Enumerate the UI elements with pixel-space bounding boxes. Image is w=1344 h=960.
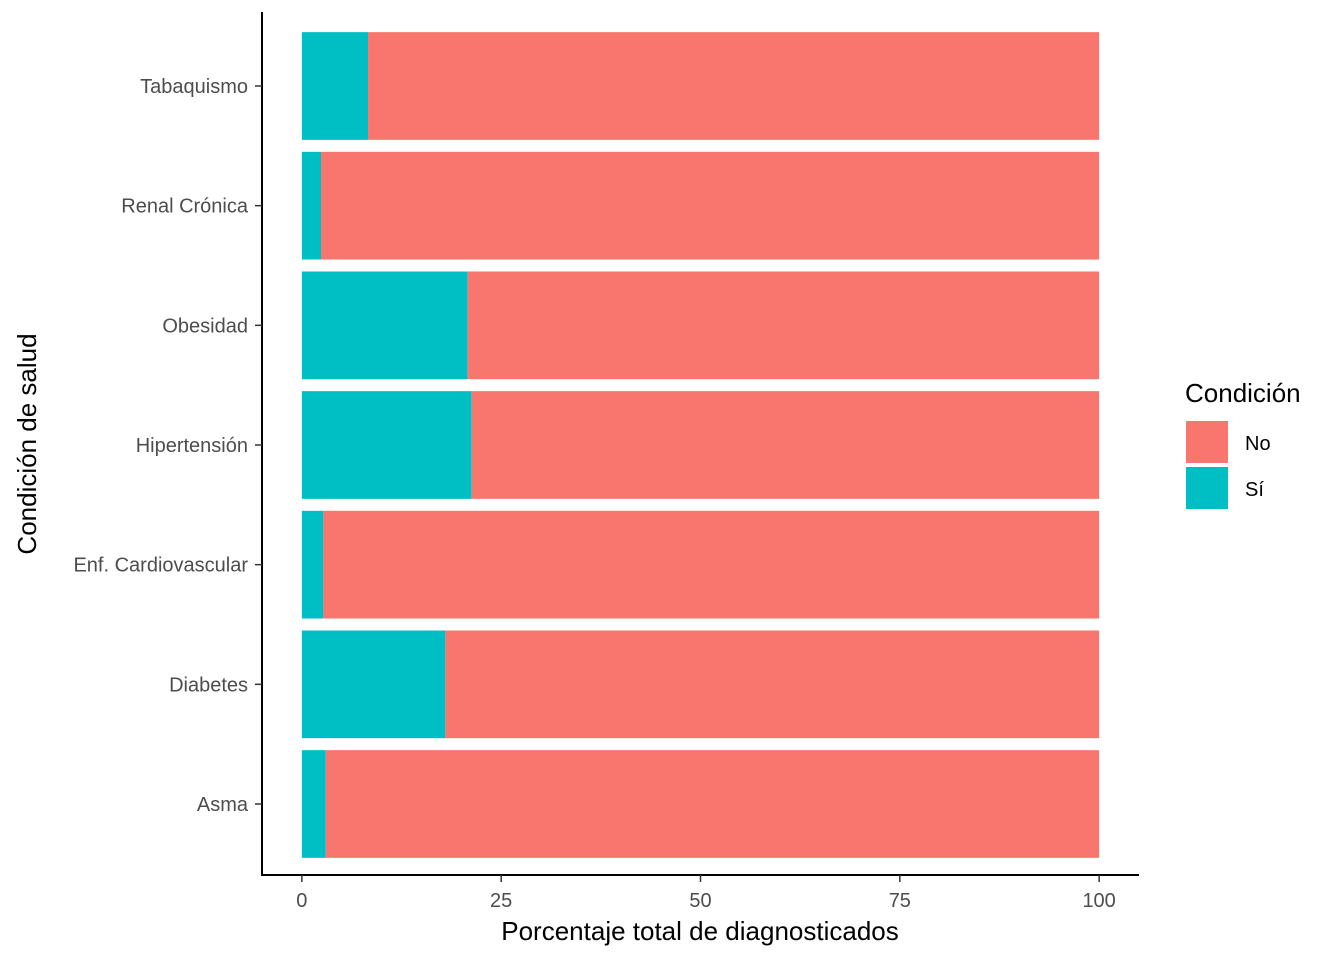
legend-key-no xyxy=(1186,421,1228,463)
y-tick-label-enf-cardiovascular: Enf. Cardiovascular xyxy=(73,555,248,577)
y-tick-label-diabetes: Diabetes xyxy=(169,674,248,696)
y-tick-label-obesidad: Obesidad xyxy=(162,315,248,337)
legend-label-si: Sí xyxy=(1245,479,1264,501)
legend-title: Condición xyxy=(1185,378,1301,408)
bar-asma-no xyxy=(325,750,1100,858)
x-tick-label: 50 xyxy=(689,890,711,912)
axes-layer: 0 25 50 75 100 Asma Diabetes Enf. Cardiovascula… xyxy=(73,12,1139,912)
bar-tabaquismo-no xyxy=(368,32,1100,140)
y-tick-label-tabaquismo: Tabaquismo xyxy=(140,76,248,98)
x-tick-label: 75 xyxy=(889,890,911,912)
bar-enf-cardiovascular-no xyxy=(323,510,1100,619)
legend-key-si xyxy=(1186,467,1228,509)
bar-renal-cronica-no xyxy=(320,151,1100,260)
bars-layer xyxy=(301,32,1100,858)
x-tick-label: 100 xyxy=(1082,890,1115,912)
bar-diabetes-no xyxy=(445,630,1100,739)
x-axis-title: Porcentaje total de diagnosticados xyxy=(501,916,899,946)
bar-asma-si xyxy=(301,750,326,858)
legend: Condición No Sí xyxy=(1185,378,1301,509)
bar-tabaquismo-si xyxy=(301,32,369,140)
y-tick-label-renal-cronica: Renal Crónica xyxy=(121,196,249,218)
x-tick-label: 25 xyxy=(490,890,512,912)
bar-renal-cronica-si xyxy=(301,151,321,260)
y-tick-label-asma: Asma xyxy=(197,794,249,816)
bar-enf-cardiovascular-si xyxy=(301,510,324,619)
y-axis-title: Condición de salud xyxy=(12,333,42,554)
legend-label-no: No xyxy=(1245,433,1271,455)
x-tick-label: 0 xyxy=(296,890,307,912)
bar-hipertension-si xyxy=(301,391,472,499)
bar-obesidad-no xyxy=(467,271,1100,380)
bar-obesidad-si xyxy=(301,271,468,380)
bar-diabetes-si xyxy=(301,630,446,739)
bar-hipertension-no xyxy=(471,391,1100,499)
y-tick-label-hipertension: Hipertensión xyxy=(136,435,248,457)
